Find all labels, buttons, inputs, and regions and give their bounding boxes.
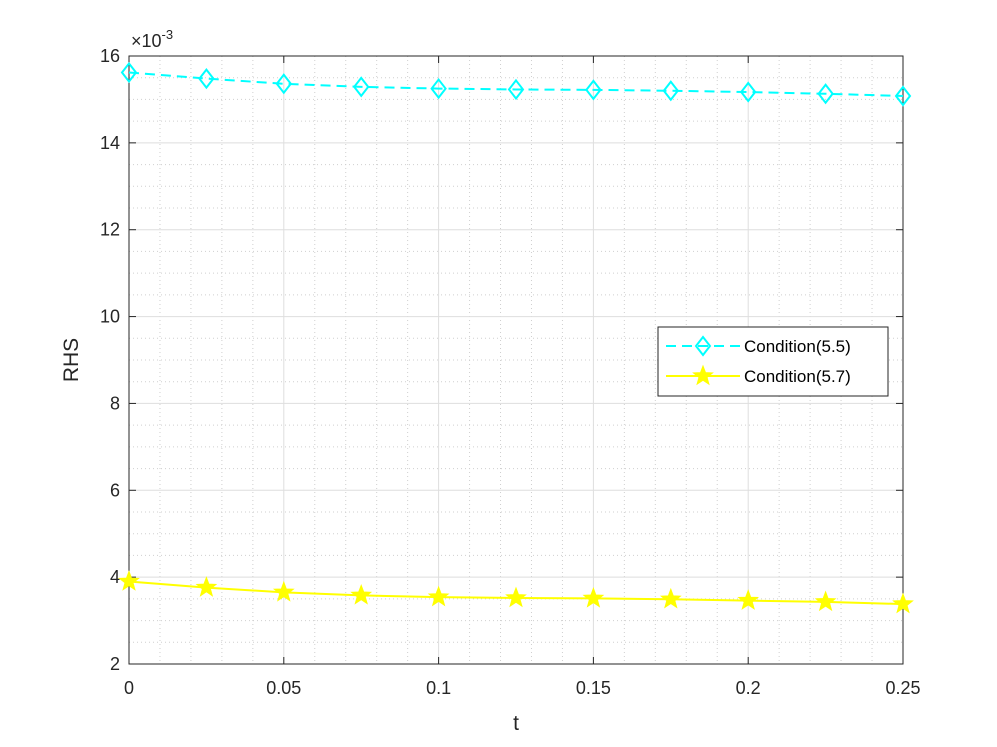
x-tick-label: 0 — [124, 678, 134, 698]
data-point-star — [350, 583, 373, 605]
y-tick-label: 16 — [100, 46, 120, 66]
y-exponent-base: ×10 — [131, 31, 162, 51]
data-point-diamond — [430, 77, 447, 100]
legend: Condition(5.5) Condition(5.7) — [657, 326, 889, 397]
y-axis: 2 4 6 8 10 12 14 16 — [100, 46, 903, 674]
x-tick-label: 0.2 — [736, 678, 761, 698]
y-tick-label: 2 — [110, 654, 120, 674]
data-point-star — [737, 589, 760, 610]
y-tick-label: 10 — [100, 307, 120, 327]
legend-box — [657, 326, 889, 397]
data-point-diamond — [275, 73, 293, 95]
y-axis-label: RHS — [60, 338, 83, 382]
data-point-star — [814, 590, 837, 612]
x-tick-label: 0.15 — [576, 678, 611, 698]
data-point-star — [692, 364, 714, 386]
data-point-star — [118, 570, 140, 591]
y-tick-label: 14 — [100, 133, 120, 153]
data-point-diamond — [694, 335, 712, 357]
plot-frame — [128, 55, 904, 665]
legend-label-condition-5-7: Condition(5.7) — [744, 367, 851, 386]
y-tick-label: 8 — [110, 393, 120, 413]
series-1 — [118, 570, 914, 614]
series-layer — [118, 61, 914, 614]
data-point-diamond — [120, 61, 138, 84]
data-point-star — [505, 586, 527, 608]
y-tick-label: 4 — [110, 567, 120, 587]
data-point-star — [195, 576, 218, 597]
data-point-diamond — [739, 81, 757, 103]
x-axis-label: t — [513, 712, 519, 735]
y-exponent-label: ×10-3 — [131, 27, 173, 51]
y-exponent-power: -3 — [162, 27, 174, 42]
data-point-star — [427, 585, 450, 607]
data-point-star — [659, 587, 682, 609]
data-point-diamond — [585, 79, 602, 101]
y-tick-label: 6 — [110, 480, 120, 500]
data-point-diamond — [662, 80, 680, 102]
data-point-diamond — [817, 83, 834, 105]
x-tick-label: 0.1 — [426, 678, 451, 698]
data-point-star — [272, 580, 295, 602]
data-point-diamond — [507, 78, 525, 101]
x-tick-label: 0.25 — [885, 678, 920, 698]
data-point-star — [582, 586, 605, 608]
data-point-diamond — [352, 76, 370, 98]
data-point-diamond — [198, 67, 215, 90]
series-line — [128, 71, 904, 97]
series-0 — [120, 61, 912, 107]
y-tick-label: 12 — [100, 220, 120, 240]
x-tick-label: 0.05 — [266, 678, 301, 698]
legend-marker-condition-5-7 — [692, 364, 714, 386]
legend-marker-condition-5-5 — [694, 335, 712, 357]
x-axis: 0 0.05 0.1 0.15 0.2 0.25 — [124, 56, 921, 698]
data-point-diamond — [894, 85, 912, 107]
legend-label-condition-5-5: Condition(5.5) — [744, 337, 851, 356]
data-point-star — [892, 592, 914, 614]
